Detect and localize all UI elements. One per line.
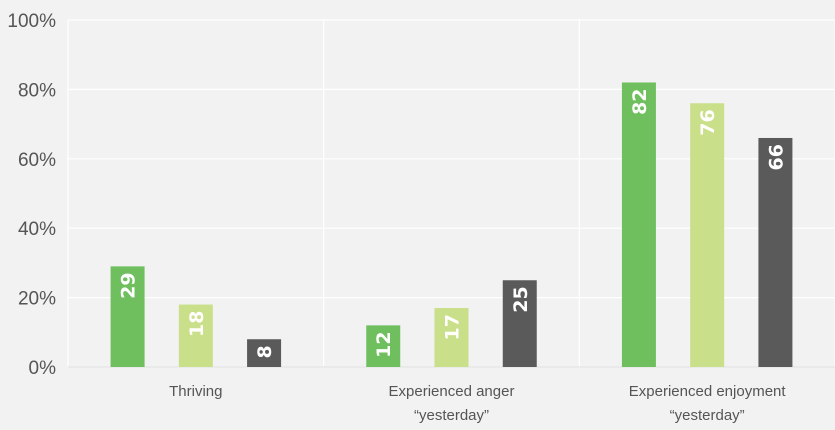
bar (110, 266, 145, 367)
data-label: 18 (186, 311, 208, 337)
data-label: 82 (629, 88, 651, 114)
x-tick-label: Experienced anger (389, 383, 515, 400)
bar (621, 82, 656, 368)
bar (434, 308, 469, 367)
data-label: 29 (118, 272, 140, 298)
bar (690, 103, 725, 367)
bar (178, 304, 213, 367)
y-tick-label: 60% (18, 150, 56, 171)
x-tick-label: Experienced enjoyment (629, 383, 787, 400)
data-label: 25 (510, 286, 532, 312)
x-tick-label: “yesterday” (414, 407, 489, 424)
y-tick-label: 80% (18, 80, 56, 101)
data-label: 76 (697, 109, 719, 135)
x-tick-label: Thriving (169, 383, 222, 400)
x-tick-label: “yesterday” (670, 407, 745, 424)
bar (247, 339, 282, 367)
y-tick-label: 100% (7, 11, 56, 32)
y-tick-label: 40% (18, 219, 56, 240)
data-label: 66 (765, 144, 787, 170)
data-label: 12 (373, 331, 395, 357)
y-tick-label: 0% (29, 358, 57, 379)
bar (366, 325, 401, 367)
data-label: 8 (254, 345, 276, 358)
bar (502, 280, 537, 367)
bar (758, 137, 793, 367)
data-label: 17 (442, 314, 464, 340)
y-tick-label: 20% (18, 289, 56, 310)
